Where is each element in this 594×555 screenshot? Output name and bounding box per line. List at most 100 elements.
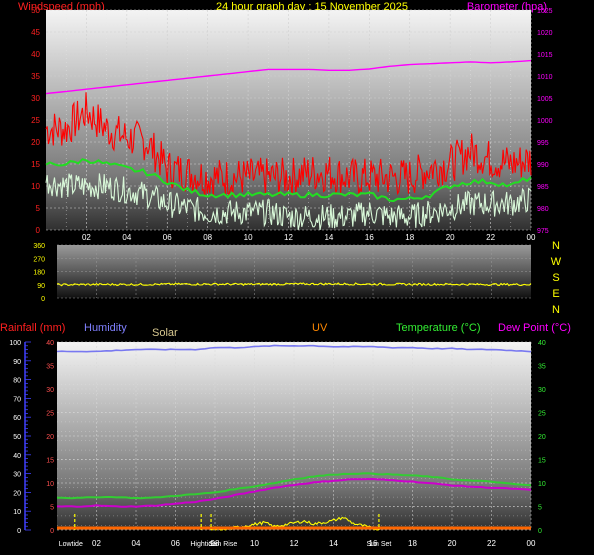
temp-x-tick: 10 <box>250 539 259 548</box>
direction-y-tick: 0 <box>41 296 45 303</box>
baro-y-tick: 980 <box>537 206 549 213</box>
humidity-series <box>56 344 532 353</box>
wind-y-tick: 5 <box>36 204 41 213</box>
temp-y-tick: 0 <box>538 528 542 535</box>
temperature-panel: 0 0 5 5 10 10 15 15 20 20 25 25 30 30 35 35 40 40 0 10 20 30 4… <box>9 340 546 548</box>
wind-y-tick: 35 <box>31 72 40 81</box>
event-label: Sun Rise <box>209 541 238 548</box>
wind-y-tick: 45 <box>31 28 40 37</box>
rain-y-tick: 70 <box>13 396 21 403</box>
humidity-y-tick: 35 <box>46 364 54 371</box>
dewpoint-axis-label: Dew Point (°C) <box>498 322 571 334</box>
rain-y-tick: 20 <box>13 490 21 497</box>
wind-x-tick: 20 <box>446 233 455 242</box>
wind-x-tick: 18 <box>405 233 414 242</box>
temp-x-tick: 04 <box>132 539 141 548</box>
humidity-y-tick: 40 <box>46 340 54 347</box>
baro-y-tick: 975 <box>537 228 549 235</box>
temp-y-tick: 25 <box>538 411 546 418</box>
wind-y-tick: 15 <box>31 160 40 169</box>
wind-low-series <box>45 173 532 231</box>
temp-x-tick: 20 <box>448 539 457 548</box>
compass-label: N <box>552 240 560 252</box>
baro-y-tick: 1025 <box>537 8 553 15</box>
wind-y-tick: 40 <box>31 50 40 59</box>
humidity-y-tick: 15 <box>46 458 54 465</box>
temp-x-tick: 14 <box>329 539 338 548</box>
direction-series <box>56 282 532 287</box>
humidity-y-tick: 20 <box>46 434 54 441</box>
wind-x-tick: 14 <box>324 233 333 242</box>
baro-y-tick: 1000 <box>537 118 553 125</box>
wind-y-tick: 25 <box>31 116 40 125</box>
wind-y-tick: 0 <box>36 226 41 235</box>
wind-y-tick: 10 <box>31 182 40 191</box>
baro-y-tick: 1020 <box>537 30 553 37</box>
compass-label: N <box>552 304 560 316</box>
gust-series <box>45 92 532 197</box>
humidity-y-tick: 30 <box>46 387 54 394</box>
event-label: Sun Set <box>366 541 391 548</box>
wind-x-tick: 10 <box>244 233 253 242</box>
temp-x-tick: 08 <box>211 539 220 548</box>
humidity-y-tick: 5 <box>50 505 54 512</box>
wind-x-tick: 08 <box>203 233 212 242</box>
temp-y-tick: 15 <box>538 458 546 465</box>
wind-panel: 0510152025303540455097598098599099510001… <box>31 6 553 242</box>
humidity-y-tick: 10 <box>46 481 54 488</box>
temp-y-tick: 35 <box>538 364 546 371</box>
wind-y-tick: 30 <box>31 94 40 103</box>
temp-x-tick: 06 <box>171 539 180 548</box>
rain-y-tick: 30 <box>13 472 21 479</box>
direction-y-tick: 180 <box>33 270 45 277</box>
temp-y-tick: 40 <box>538 340 546 347</box>
wind-x-tick: 06 <box>163 233 172 242</box>
rain-y-tick: 90 <box>13 359 21 366</box>
direction-y-tick: 360 <box>33 243 45 250</box>
rain-y-tick: 10 <box>13 509 21 516</box>
humidity-label: Humidity <box>84 322 127 334</box>
compass-label: E <box>552 288 559 300</box>
rain-y-tick: 40 <box>13 453 21 460</box>
humidity-y-tick: 0 <box>50 528 54 535</box>
compass-label: S <box>552 272 559 284</box>
humidity-y-tick: 25 <box>46 411 54 418</box>
wind-x-tick: 02 <box>82 233 91 242</box>
wind-x-tick: 22 <box>486 233 495 242</box>
rain-y-tick: 60 <box>13 415 21 422</box>
rain-y-tick: 80 <box>13 378 21 385</box>
barometer-series <box>45 59 532 95</box>
wind-x-tick: 16 <box>365 233 374 242</box>
wind-x-tick: 12 <box>284 233 293 242</box>
temp-x-tick: 22 <box>487 539 496 548</box>
temp-x-tick: 18 <box>408 539 417 548</box>
wind-x-tick: 00 <box>527 233 536 242</box>
rain-y-tick: 50 <box>13 434 21 441</box>
direction-y-tick: 90 <box>37 283 45 290</box>
solar-label: Solar <box>152 327 178 339</box>
rainfall-axis-label: Rainfall (mm) <box>0 322 65 334</box>
baro-y-tick: 1010 <box>537 74 553 81</box>
baro-y-tick: 1015 <box>537 52 553 59</box>
temp-x-tick: 16 <box>369 539 378 548</box>
temperature-series <box>57 472 532 500</box>
wind-y-tick: 20 <box>31 138 40 147</box>
temp-x-tick: 12 <box>290 539 299 548</box>
event-label: Lowtide <box>59 541 83 548</box>
wind-average-series <box>45 158 532 203</box>
baro-y-tick: 1005 <box>537 96 553 103</box>
event-label: Hightide <box>190 541 216 548</box>
wind-x-tick: 04 <box>122 233 131 242</box>
rain-y-tick: 100 <box>9 340 21 347</box>
baro-y-tick: 985 <box>537 184 549 191</box>
baro-y-tick: 990 <box>537 162 549 169</box>
compass-label: W <box>551 256 562 268</box>
temp-y-tick: 30 <box>538 387 546 394</box>
temp-y-tick: 5 <box>538 505 542 512</box>
rain-y-tick: 0 <box>17 528 21 535</box>
baro-y-tick: 995 <box>537 140 549 147</box>
direction-y-tick: 270 <box>33 256 45 263</box>
wind-y-tick: 50 <box>31 6 40 15</box>
